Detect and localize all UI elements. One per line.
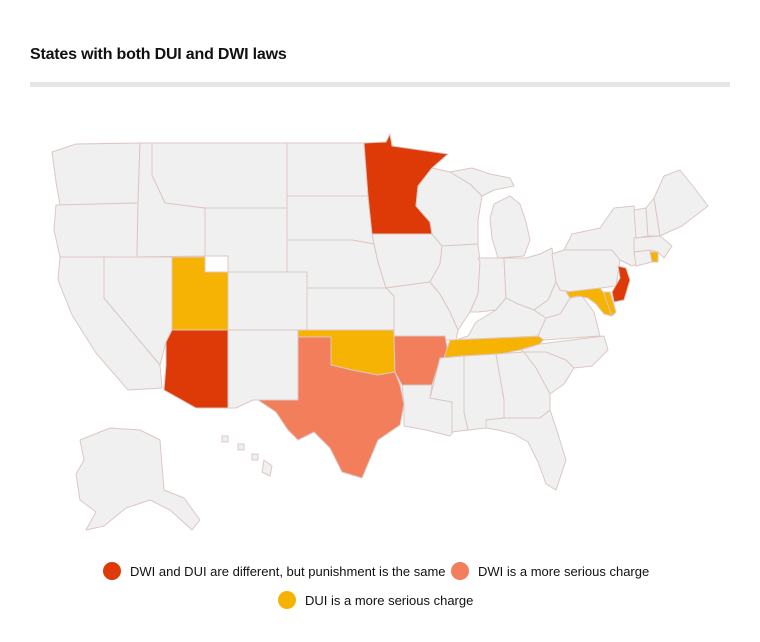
- state-hawaii-maui[interactable]: [251, 453, 259, 461]
- state-washington[interactable]: [51, 142, 141, 206]
- legend-label: DWI and DUI are different, but punishmen…: [130, 563, 446, 579]
- state-maine[interactable]: [653, 169, 709, 237]
- state-texas[interactable]: [257, 336, 405, 479]
- state-arizona[interactable]: [163, 329, 229, 409]
- us-states-map: [51, 133, 709, 531]
- state-pennsylvania[interactable]: [551, 249, 621, 293]
- state-massachusetts[interactable]: [633, 235, 673, 259]
- legend-dot-red: [103, 562, 121, 580]
- state-illinois[interactable]: [429, 243, 481, 331]
- state-montana[interactable]: [151, 142, 288, 209]
- map-title: States with both DUI and DWI laws: [30, 46, 287, 63]
- state-hawaii-big[interactable]: [261, 459, 273, 477]
- state-delaware[interactable]: [603, 291, 617, 317]
- state-north-dakota[interactable]: [286, 142, 369, 197]
- state-connecticut[interactable]: [633, 249, 653, 267]
- state-oregon[interactable]: [53, 202, 139, 258]
- state-hawaii-kauai[interactable]: [221, 435, 229, 443]
- state-hawaii-oahu[interactable]: [237, 443, 245, 451]
- state-wisconsin[interactable]: [415, 167, 483, 247]
- state-utah[interactable]: [171, 256, 229, 331]
- state-michigan-upper[interactable]: [449, 167, 515, 197]
- state-new-jersey[interactable]: [611, 265, 631, 303]
- state-michigan[interactable]: [489, 195, 531, 259]
- state-florida[interactable]: [485, 409, 567, 491]
- legend-dot-salmon: [451, 562, 469, 580]
- legend-item-dwi-more-serious: DWI is a more serious charge: [451, 562, 649, 580]
- legend-label: DWI is a more serious charge: [478, 563, 650, 579]
- state-south-dakota[interactable]: [286, 195, 375, 245]
- legend-label: DUI is a more serious charge: [305, 592, 474, 608]
- state-colorado[interactable]: [227, 271, 308, 331]
- state-rhode-island[interactable]: [649, 251, 659, 263]
- state-wyoming[interactable]: [204, 207, 288, 273]
- legend-dot-yellow: [278, 591, 296, 609]
- legend-item-same-punishment: DWI and DUI are different, but punishmen…: [103, 562, 446, 580]
- state-new-mexico[interactable]: [227, 329, 299, 409]
- state-kansas[interactable]: [306, 287, 395, 331]
- title-divider: [30, 82, 730, 87]
- state-alaska[interactable]: [75, 427, 201, 531]
- legend-item-dui-more-serious: DUI is a more serious charge: [278, 591, 473, 609]
- state-arkansas[interactable]: [393, 335, 449, 386]
- state-north-carolina[interactable]: [519, 335, 609, 369]
